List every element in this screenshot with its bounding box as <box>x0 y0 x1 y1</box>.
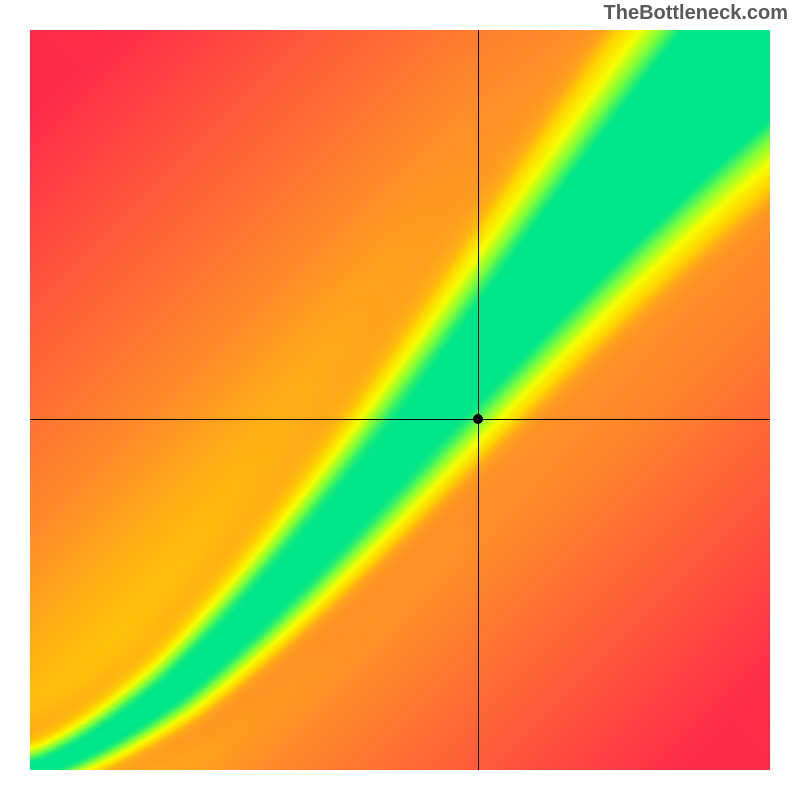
watermark: TheBottleneck.com <box>604 2 788 25</box>
selection-marker <box>473 414 483 424</box>
crosshair-vertical <box>478 30 479 770</box>
crosshair-horizontal <box>30 419 770 420</box>
bottleneck-heatmap <box>30 30 770 770</box>
